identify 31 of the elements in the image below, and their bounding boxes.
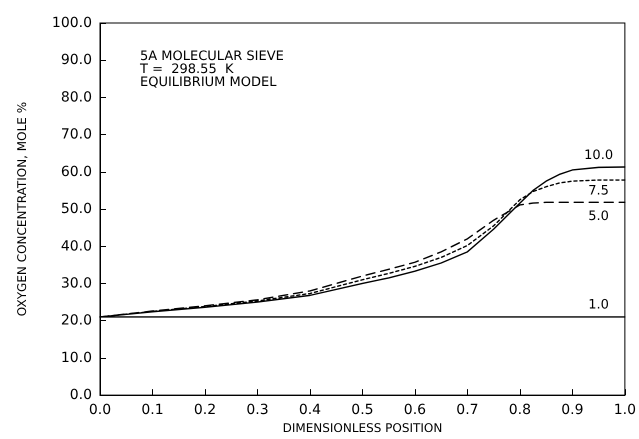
annotation: T = 298.55 K: [139, 62, 234, 77]
y-tick-label: 0.0: [70, 387, 92, 404]
x-axis-title: DIMENSIONLESS POSITION: [282, 421, 442, 435]
y-tick-label: 80.0: [60, 89, 92, 106]
x-tick-label: 0.6: [404, 402, 426, 418]
x-tick-label: 0.5: [351, 402, 374, 418]
y-tick-label: 100.0: [52, 15, 92, 31]
x-tick-label: 0.8: [508, 402, 532, 418]
series-label: 1.0: [588, 297, 609, 312]
x-tick-label: 0.4: [298, 402, 322, 418]
annotation: EQUILIBRIUM MODEL: [140, 75, 278, 90]
series-label: 5.0: [588, 208, 609, 224]
x-tick-label: 0.3: [246, 402, 269, 418]
x-tick-label: 0.0: [88, 402, 112, 418]
x-tick-label: 0.1: [141, 402, 164, 418]
annotation: 5A MOLECULAR SIEVE: [140, 49, 284, 64]
x-tick-label: 0.7: [456, 402, 479, 418]
series-label: 10.0: [584, 148, 614, 163]
y-tick-label: 70.0: [60, 126, 92, 143]
y-tick-label: 60.0: [60, 164, 92, 180]
x-tick-label: 1.0: [614, 402, 636, 418]
y-axis-title: OXYGEN CONCENTRATION, MOLE %: [15, 102, 29, 316]
y-tick-label: 20.0: [60, 312, 92, 329]
series-label: 7.5: [588, 184, 609, 199]
x-tick-label: 0.9: [561, 402, 584, 418]
y-tick-label: 30.0: [60, 275, 92, 292]
y-tick-label: 10.0: [60, 350, 92, 366]
y-tick-label: 90.0: [60, 52, 92, 68]
x-tick-label: 0.2: [194, 402, 216, 418]
y-tick-label: 40.0: [60, 238, 92, 254]
y-tick-label: 50.0: [60, 201, 92, 218]
